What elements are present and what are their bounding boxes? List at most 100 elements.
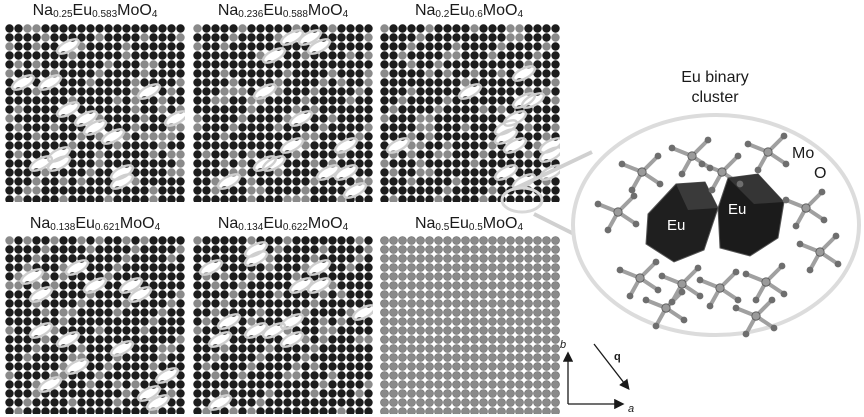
eu-atom (364, 236, 373, 245)
na-atom (542, 236, 551, 245)
eu-atom (95, 60, 104, 69)
na-atom (452, 326, 461, 335)
eu-atom (461, 159, 470, 168)
eu-atom (479, 177, 488, 186)
eu-atom (59, 398, 68, 407)
na-atom (524, 398, 533, 407)
vacancy-cluster-ellipse (46, 155, 72, 172)
eu-atom (524, 132, 533, 141)
na-atom (167, 299, 176, 308)
eu-atom (470, 168, 479, 177)
na-atom (497, 335, 506, 344)
eu-atom (364, 362, 373, 371)
na-atom (398, 344, 407, 353)
eu-atom (193, 272, 202, 281)
eu-atom (328, 87, 337, 96)
na-atom (515, 398, 524, 407)
eu-atom (398, 105, 407, 114)
eu-atom (95, 263, 104, 272)
vacancy-cluster-ellipse (28, 155, 54, 172)
eu-atom (176, 132, 185, 141)
eu-atom (167, 105, 176, 114)
na-atom (23, 186, 32, 195)
eu-atom (470, 96, 479, 105)
na-atom (506, 353, 515, 362)
na-atom (506, 33, 515, 42)
na-atom (425, 263, 434, 272)
na-atom (425, 254, 434, 263)
eu-atom (328, 96, 337, 105)
na-atom (452, 263, 461, 272)
na-atom (515, 389, 524, 398)
eu-atom (167, 353, 176, 362)
na-atom (551, 33, 560, 42)
eu-atom (158, 281, 167, 290)
eu-atom (283, 263, 292, 272)
mo-atom (661, 303, 671, 313)
eu-atom (247, 114, 256, 123)
vacancy-cluster-ellipse (511, 65, 537, 82)
eu-atom (479, 51, 488, 60)
q-vector-label: q (614, 351, 621, 363)
eu-atom (86, 159, 95, 168)
eu-atom (220, 78, 229, 87)
vacancy-cluster-ellipse (261, 47, 287, 64)
eu-atom (398, 177, 407, 186)
na-atom (14, 123, 23, 132)
eu-atom (328, 245, 337, 254)
eu-atom (389, 51, 398, 60)
na-atom (425, 344, 434, 353)
eu-atom (247, 60, 256, 69)
na-atom (247, 317, 256, 326)
eu-atom (211, 51, 220, 60)
eu-atom (389, 96, 398, 105)
eu-atom (167, 42, 176, 51)
eu-atom (301, 398, 310, 407)
vacancy-cluster-ellipse (288, 110, 314, 127)
na-atom (551, 290, 560, 299)
eu-atom (140, 308, 149, 317)
eu-atom (470, 33, 479, 42)
na-atom (443, 362, 452, 371)
eu-atom (104, 371, 113, 380)
o-atom (696, 276, 704, 284)
eu-atom (122, 114, 131, 123)
eu-atom (95, 24, 104, 33)
vacancy-cluster-ellipse (118, 277, 144, 294)
na-atom (247, 177, 256, 186)
vacancy-cluster-ellipse (198, 259, 224, 276)
na-atom (488, 236, 497, 245)
na-atom (131, 78, 140, 87)
na-atom (434, 254, 443, 263)
na-atom (380, 371, 389, 380)
eu-atom (5, 407, 14, 414)
na-atom (86, 78, 95, 87)
eu-atom (256, 299, 265, 308)
eu-atom (86, 141, 95, 150)
eu-atom (59, 87, 68, 96)
na-atom (533, 290, 542, 299)
na-atom (488, 389, 497, 398)
eu-atom (452, 69, 461, 78)
na-atom (443, 353, 452, 362)
eu-atom (50, 299, 59, 308)
na-atom (346, 96, 355, 105)
eu-atom (256, 141, 265, 150)
na-atom (398, 353, 407, 362)
eu-atom (131, 141, 140, 150)
eu-atom (229, 353, 238, 362)
eu-atom (193, 344, 202, 353)
na-atom (211, 353, 220, 362)
eu-atom (542, 24, 551, 33)
eu-atom (202, 96, 211, 105)
eu-atom (50, 308, 59, 317)
eu-atom (131, 335, 140, 344)
eu-atom (149, 272, 158, 281)
eu-atom (364, 398, 373, 407)
eu-atom (95, 177, 104, 186)
eu-atom (355, 398, 364, 407)
eu-atom (104, 69, 113, 78)
na-atom (77, 236, 86, 245)
eu-atom (310, 317, 319, 326)
na-atom (497, 263, 506, 272)
